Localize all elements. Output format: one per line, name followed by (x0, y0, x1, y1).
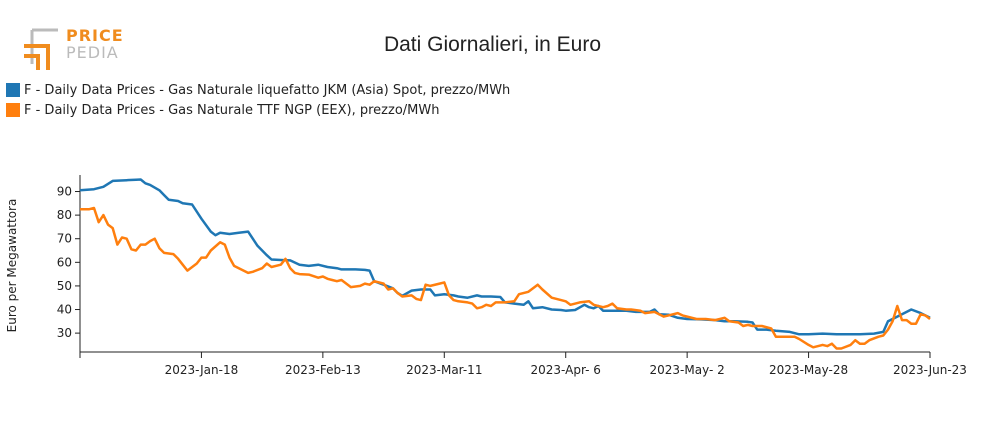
logo-mark-icon (24, 28, 58, 70)
legend: F - Daily Data Prices - Gas Naturale liq… (6, 80, 510, 120)
legend-label-ttf: F - Daily Data Prices - Gas Naturale TTF… (24, 102, 440, 118)
legend-swatch-ttf (6, 103, 20, 117)
x-tick-label-6: 2023-Jun-23 (893, 363, 967, 377)
legend-item-jkm[interactable]: F - Daily Data Prices - Gas Naturale liq… (6, 80, 510, 100)
x-tick-label-1: 2023-Feb-13 (285, 363, 361, 377)
chart-title: Dati Giornalieri, in Euro (383, 33, 602, 56)
y-tick-label-70: 70 (57, 232, 72, 246)
legend-item-ttf[interactable]: F - Daily Data Prices - Gas Naturale TTF… (6, 100, 510, 120)
y-tick-label-90: 90 (57, 185, 72, 199)
x-tick-label-2: 2023-Mar-11 (406, 363, 482, 377)
legend-swatch-jkm (6, 83, 20, 97)
pricepedia-logo: PRICE PEDIA (18, 26, 128, 74)
logo-price-text: PRICE (66, 26, 124, 45)
logo-pedia-text: PEDIA (66, 43, 119, 62)
series-line-ttf (80, 206, 931, 350)
y-tick-label-50: 50 (57, 279, 72, 293)
y-tick-label-80: 80 (57, 208, 72, 222)
x-tick-label-3: 2023-Apr- 6 (531, 363, 601, 377)
y-tick-label-40: 40 (57, 303, 72, 317)
y-tick-label-30: 30 (57, 326, 72, 340)
y-axis-title: Euro per Megawattora (5, 199, 19, 333)
x-tick-label-4: 2023-May- 2 (650, 363, 725, 377)
legend-label-jkm: F - Daily Data Prices - Gas Naturale liq… (24, 82, 511, 98)
y-tick-label-60: 60 (57, 255, 72, 269)
x-tick-label-0: 2023-Jan-18 (165, 363, 239, 377)
x-tick-label-5: 2023-May-28 (769, 363, 848, 377)
